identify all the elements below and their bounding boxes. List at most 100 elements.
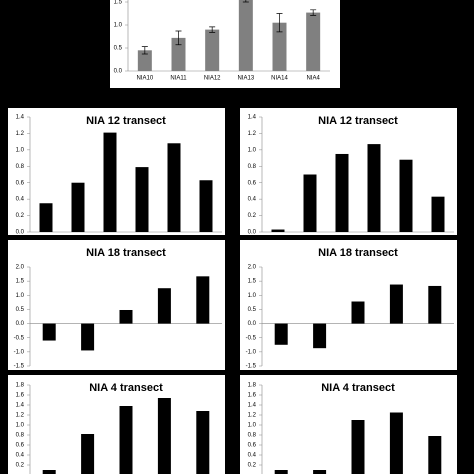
error-bar [276, 13, 283, 33]
y-tick-label: 0.5 [248, 307, 257, 313]
bar [313, 323, 327, 349]
chart-title: NIA 12 transect [86, 115, 166, 127]
y-tick-label: 0.4 [16, 453, 25, 459]
y-tick-label: 0.4 [16, 197, 25, 203]
bar [303, 174, 317, 232]
y-tick-label: 1.5 [16, 279, 25, 285]
bar [205, 29, 220, 72]
bar [119, 406, 133, 474]
y-tick-label: 0.6 [248, 180, 257, 186]
y-tick-label: 0.6 [16, 443, 25, 449]
bar [199, 180, 213, 232]
bar [71, 182, 85, 232]
y-tick-label: 0.0 [248, 230, 257, 236]
y-tick-label: 0.2 [16, 463, 25, 469]
y-tick-label: 1.4 [16, 115, 25, 121]
bar [238, 0, 253, 71]
y-tick-label: -1.0 [14, 349, 25, 355]
y-tick-label: 1.0 [248, 293, 257, 299]
bar [351, 301, 365, 324]
bar [428, 285, 442, 324]
y-tick-label: 1.8 [248, 383, 257, 389]
bar [313, 470, 327, 474]
y-tick-label: 1.0 [16, 147, 25, 153]
chart-title: NIA 4 transect [321, 382, 395, 394]
bar [274, 470, 288, 474]
bar [103, 132, 117, 232]
y-tick-label: 0.8 [16, 433, 25, 439]
bar [272, 22, 287, 71]
panel [240, 375, 457, 474]
y-tick-label: 0.2 [248, 213, 257, 219]
chart-title: NIA 12 transect [318, 115, 398, 127]
bar [119, 309, 133, 324]
bar [196, 276, 210, 324]
bar [81, 323, 95, 351]
y-tick-label: 1.2 [16, 131, 25, 137]
y-tick-label: 1.6 [16, 393, 25, 399]
panel [110, 0, 340, 88]
y-tick-label: 0.2 [248, 463, 257, 469]
chart-title: NIA 4 transect [89, 382, 163, 394]
error-bar [242, 0, 249, 3]
chart-title: NIA 18 transect [86, 247, 166, 259]
bar [389, 284, 403, 324]
x-tick-label: NIA11 [170, 76, 187, 82]
bar [157, 288, 171, 324]
x-tick-label: NIA4 [306, 76, 320, 82]
y-tick-label: 0.8 [16, 164, 25, 170]
y-tick-label: 1.6 [248, 393, 257, 399]
y-tick-label: 0.0 [248, 321, 257, 327]
y-tick-label: 1.0 [16, 423, 25, 429]
y-tick-label: 1.5 [114, 0, 123, 6]
chart-title: NIA 18 transect [318, 247, 398, 259]
y-tick-label: 0.5 [16, 307, 25, 313]
y-tick-label: 1.2 [16, 413, 25, 419]
y-tick-label: -1.5 [14, 364, 25, 370]
y-tick-label: 0.0 [16, 230, 25, 236]
y-tick-label: -0.5 [246, 335, 257, 341]
y-tick-label: 0.2 [16, 213, 25, 219]
x-tick-label: NIA10 [136, 76, 153, 82]
y-tick-label: 1.4 [16, 403, 25, 409]
x-tick-label: NIA13 [237, 76, 254, 82]
y-tick-label: 0.6 [16, 180, 25, 186]
y-tick-label: 1.0 [248, 423, 257, 429]
y-tick-label: 0.0 [114, 69, 123, 75]
y-tick-label: 0.8 [248, 164, 257, 170]
panel [8, 375, 225, 474]
bar [367, 144, 381, 232]
y-tick-label: 0.0 [16, 321, 25, 327]
bar [274, 323, 288, 345]
y-tick-label: 0.6 [248, 443, 257, 449]
y-tick-label: 1.4 [248, 403, 257, 409]
bar [271, 229, 285, 232]
bar [42, 323, 56, 341]
bar [351, 420, 365, 474]
bar [42, 470, 56, 474]
bar [428, 436, 442, 474]
y-tick-label: -1.0 [246, 349, 257, 355]
y-tick-label: 0.4 [248, 453, 257, 459]
y-tick-label: 1.2 [248, 131, 257, 137]
y-tick-label: 1.5 [248, 279, 257, 285]
bar [389, 412, 403, 474]
x-tick-label: NIA14 [271, 76, 288, 82]
y-tick-label: 2.0 [16, 265, 25, 271]
bar [157, 398, 171, 474]
y-tick-label: 1.2 [248, 413, 257, 419]
y-tick-label: 0.8 [248, 433, 257, 439]
bar [39, 203, 53, 232]
y-tick-label: 1.0 [114, 23, 123, 29]
y-tick-label: -0.5 [14, 335, 25, 341]
bar [399, 159, 413, 232]
bar [171, 37, 186, 71]
y-tick-label: 1.4 [248, 115, 257, 121]
y-tick-label: 1.0 [16, 293, 25, 299]
y-tick-label: 0.4 [248, 197, 257, 203]
panel [8, 240, 225, 370]
error-bar [141, 46, 148, 55]
x-tick-label: NIA12 [204, 76, 221, 82]
